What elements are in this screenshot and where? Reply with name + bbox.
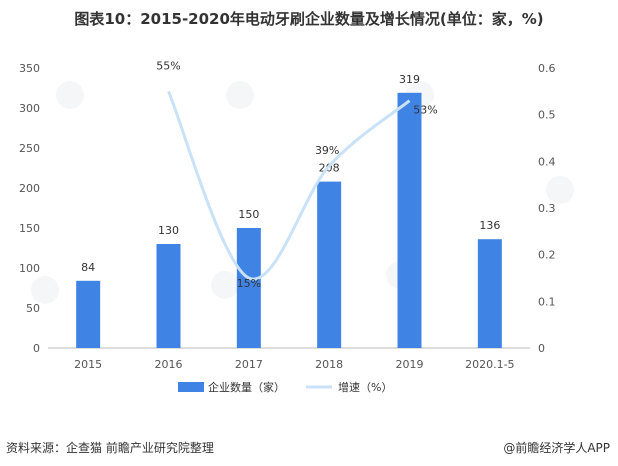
growth-data-labels: 55% 15% 39% 53% <box>156 59 437 290</box>
bar-2020.1-5 <box>477 239 502 348</box>
right-tick-label-0: 0 <box>538 342 545 355</box>
legend: 企业数量（家） 增速（%） <box>178 380 392 394</box>
right-tick-label-1: 0.1 <box>538 295 556 308</box>
x-tick-label-2017: 2017 <box>235 358 263 371</box>
bar-label-2017: 150 <box>238 208 259 221</box>
bar-2018 <box>317 181 342 348</box>
x-tick-label-2015: 2015 <box>74 358 102 371</box>
bar-2017 <box>236 228 261 348</box>
left-tick-label-2: 100 <box>19 262 40 275</box>
bar-2019 <box>397 92 422 348</box>
bar-series <box>76 92 502 348</box>
growth-label-2016: 55% <box>156 59 180 72</box>
left-tick-label-3: 150 <box>19 222 40 235</box>
watermark-mark-1 <box>226 81 254 109</box>
growth-rate-line <box>167 90 411 281</box>
bar-label-2019: 319 <box>399 73 420 86</box>
left-tick-label-1: 50 <box>26 302 40 315</box>
right-axis-ticks: 0 0.1 0.2 0.3 0.4 0.5 0.6 <box>538 62 556 355</box>
x-tick-label-2016: 2016 <box>155 358 183 371</box>
left-tick-label-6: 300 <box>19 102 40 115</box>
left-tick-label-4: 200 <box>19 182 40 195</box>
legend-label-line: 增速（%） <box>338 380 392 394</box>
left-axis-ticks: 0 50 100 150 200 250 300 350 <box>19 62 40 355</box>
bar-label-2016: 130 <box>158 224 179 237</box>
right-tick-label-2: 0.2 <box>538 249 556 262</box>
watermark-mark-3 <box>31 276 59 304</box>
growth-label-2019: 53% <box>413 104 437 117</box>
legend-label-bar: 企业数量（家） <box>208 380 285 394</box>
bar-label-2015: 84 <box>81 261 95 274</box>
left-tick-label-5: 250 <box>19 142 40 155</box>
left-tick-label-7: 350 <box>19 62 40 75</box>
x-tick-label-2020.1-5: 2020.1-5 <box>465 358 514 371</box>
watermark-mark-4 <box>211 271 239 299</box>
growth-label-2017: 15% <box>237 277 261 290</box>
watermark-mark-0 <box>56 81 84 109</box>
chart-title: 图表10：2015-2020年电动牙刷企业数量及增长情况(单位：家，%) <box>74 10 544 28</box>
brand-credit: @前瞻经济学人APP <box>503 441 610 455</box>
source-note: 资料来源：企查猫 前瞻产业研究院整理 <box>6 441 214 455</box>
legend-swatch-bar <box>178 382 204 392</box>
x-tick-label-2019: 2019 <box>396 358 424 371</box>
right-tick-label-3: 0.3 <box>538 202 556 215</box>
x-axis-ticks: 2015 2016 2017 2018 2019 2020.1-5 <box>74 358 514 371</box>
bar-2016 <box>156 244 181 348</box>
left-tick-label-0: 0 <box>33 342 40 355</box>
right-tick-label-5: 0.5 <box>538 109 556 122</box>
x-tick-label-2018: 2018 <box>315 358 343 371</box>
right-tick-label-6: 0.6 <box>538 62 556 75</box>
growth-label-2018: 39% <box>315 144 339 157</box>
bar-2015 <box>76 280 101 348</box>
right-tick-label-4: 0.4 <box>538 155 556 168</box>
watermark-mark-6 <box>546 176 574 204</box>
bar-label-2020.1-5: 136 <box>479 219 500 232</box>
